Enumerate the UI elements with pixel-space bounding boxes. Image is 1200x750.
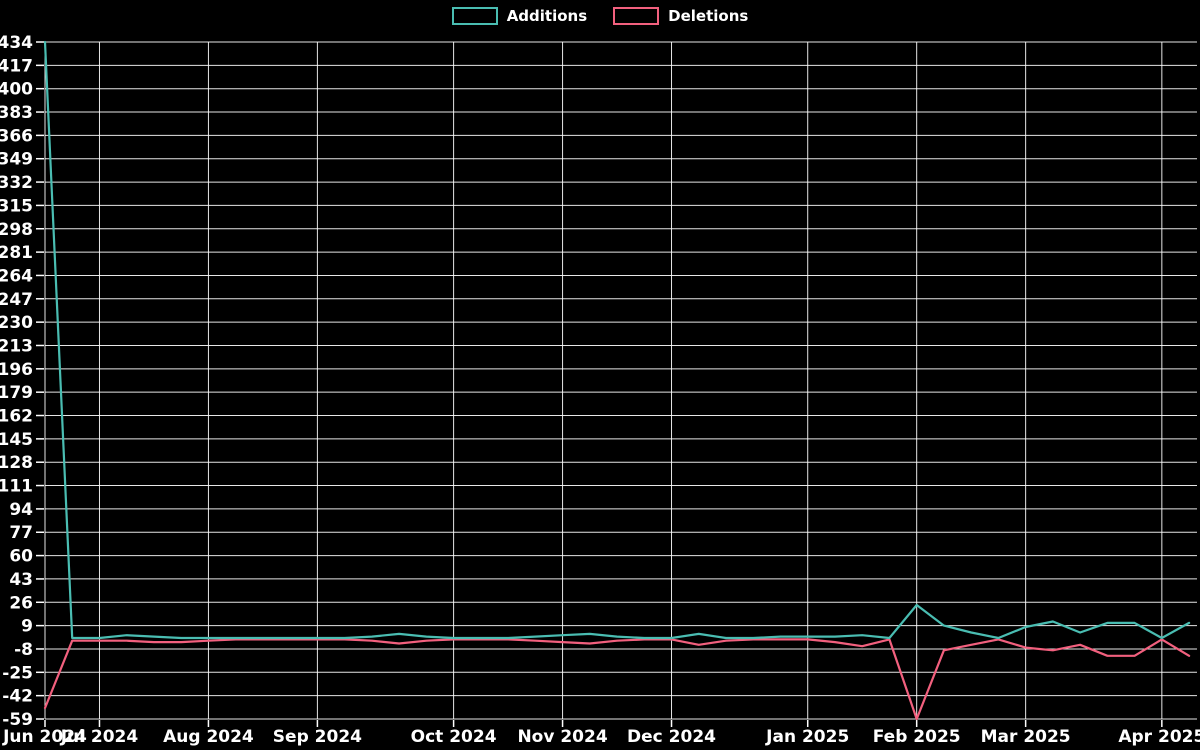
y-tick-label: 179 <box>0 383 33 403</box>
y-tick-label: 315 <box>0 196 33 216</box>
y-tick-label: 332 <box>0 173 33 193</box>
y-tick-label: 9 <box>21 617 33 637</box>
y-tick-label: 196 <box>0 360 33 380</box>
x-tick-label: Apr 2025 <box>1118 727 1200 747</box>
y-tick-label: 213 <box>0 336 33 356</box>
legend-item-additions: Additions <box>451 7 588 25</box>
y-tick-label: 247 <box>0 290 33 310</box>
x-tick-label: Aug 2024 <box>163 727 254 747</box>
y-tick-label: 77 <box>9 523 33 543</box>
legend-item-deletions: Deletions <box>613 7 748 25</box>
legend: Additions Deletions <box>0 7 1200 25</box>
y-tick-label: -59 <box>2 710 33 730</box>
y-tick-label: 434 <box>0 33 33 53</box>
x-tick-label: Feb 2025 <box>873 727 961 747</box>
y-tick-label: -42 <box>2 687 33 707</box>
y-tick-label: 26 <box>9 593 33 613</box>
y-tick-label: 111 <box>0 477 33 497</box>
legend-label: Deletions <box>668 7 749 25</box>
x-tick-label: Oct 2024 <box>411 727 497 747</box>
y-tick-label: 383 <box>0 103 33 123</box>
deletions-line <box>43 638 1191 721</box>
y-tick-label: 128 <box>0 453 33 473</box>
y-tick-label: 366 <box>0 126 33 146</box>
y-tick-label: 94 <box>9 500 33 520</box>
additions-swatch-icon <box>451 7 498 25</box>
x-tick-label: Mar 2025 <box>981 727 1071 747</box>
y-tick-label: 264 <box>0 266 33 286</box>
x-tick-label: Jun 2024 <box>2 727 87 747</box>
x-tick-label: Jan 2025 <box>765 727 849 747</box>
x-tick-label: Jul 2024 <box>60 727 139 747</box>
additions-line <box>43 40 1191 640</box>
x-tick-label: Dec 2024 <box>627 727 716 747</box>
y-tick-label: 417 <box>0 56 33 76</box>
y-tick-label: 230 <box>0 313 33 333</box>
y-tick-label: 60 <box>9 547 33 567</box>
x-tick-label: Sep 2024 <box>273 727 362 747</box>
y-tick-label: -25 <box>2 663 33 683</box>
legend-label: Additions <box>506 7 588 25</box>
y-tick-label: 400 <box>0 80 33 100</box>
deletions-swatch-icon <box>613 7 660 25</box>
y-tick-label: 145 <box>0 430 33 450</box>
y-tick-label: 298 <box>0 220 33 240</box>
y-tick-label: 281 <box>0 243 33 263</box>
y-tick-label: 349 <box>0 150 33 170</box>
x-tick-label: Nov 2024 <box>517 727 607 747</box>
y-tick-label: -8 <box>14 640 33 660</box>
y-tick-label: 162 <box>0 407 33 427</box>
y-tick-label: 43 <box>9 570 33 590</box>
